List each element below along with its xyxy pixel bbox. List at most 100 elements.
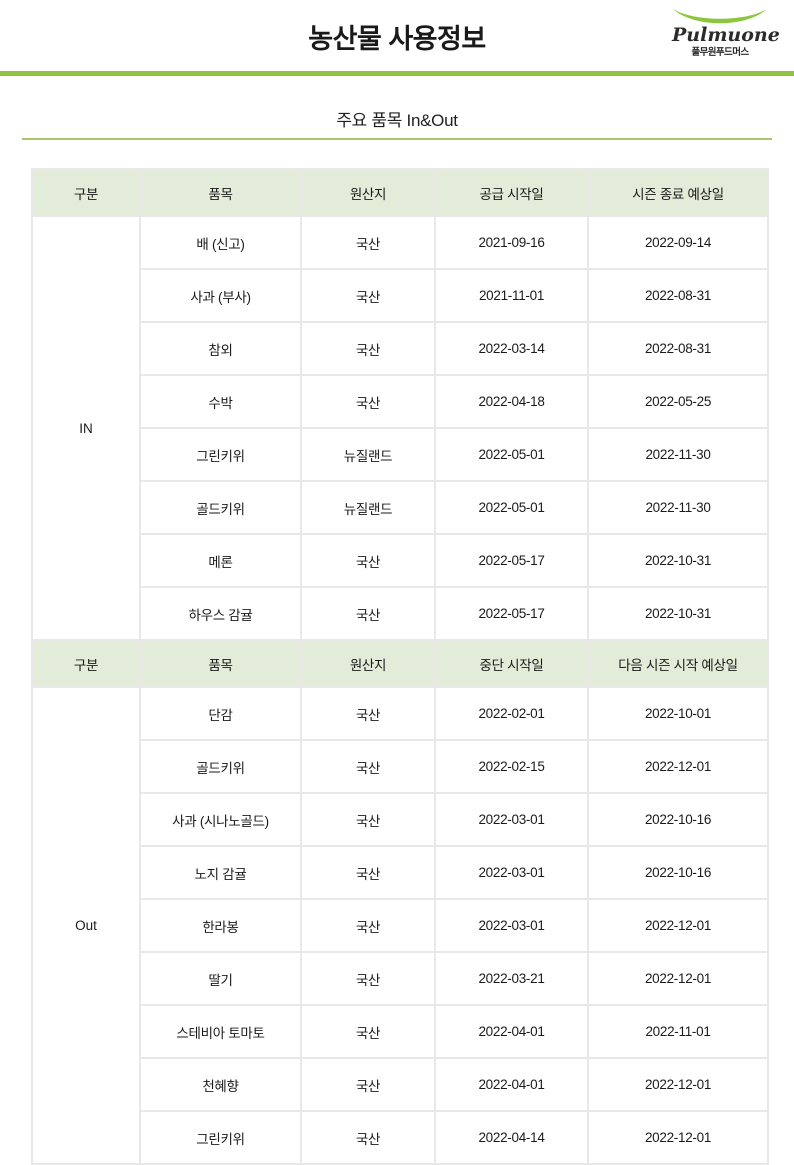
cell-origin: 국산: [300, 1057, 436, 1112]
table-row: 한라봉 국산 2022-03-01 2022-12-01: [32, 898, 769, 953]
logo-wordmark: Pulmuone: [672, 24, 780, 46]
column-header: 원산지: [300, 639, 436, 688]
cell-origin: 국산: [300, 1004, 436, 1059]
table-header-row: 구분 품목 원산지 중단 시작일 다음 시즌 시작 예상일: [31, 639, 769, 688]
group-label-cell: Out: [31, 686, 141, 1165]
cell-date2: 2022-12-01: [587, 951, 769, 1006]
column-header: 공급 시작일: [434, 168, 589, 217]
subtitle-divider-rule: [22, 138, 772, 140]
cell-date2: 2022-10-31: [587, 586, 769, 641]
cell-date2: 2022-10-16: [587, 845, 769, 900]
cell-origin: 국산: [300, 792, 436, 847]
table-row: 딸기 국산 2022-03-21 2022-12-01: [32, 951, 769, 1006]
cell-origin: 뉴질랜드: [300, 480, 436, 535]
section-subtitle: 주요 품목 In&Out: [336, 111, 458, 130]
cell-date2: 2022-12-01: [587, 1110, 769, 1165]
table-row: 그린키위 뉴질랜드 2022-05-01 2022-11-30: [32, 427, 769, 482]
column-header: 구분: [31, 168, 141, 217]
cell-date1: 2022-03-01: [434, 845, 589, 900]
cell-date1: 2022-05-01: [434, 480, 589, 535]
table-row: 노지 감귤 국산 2022-03-01 2022-10-16: [32, 845, 769, 900]
cell-date1: 2021-11-01: [434, 268, 589, 323]
cell-origin: 국산: [300, 215, 436, 270]
cell-date2: 2022-09-14: [587, 215, 769, 270]
cell-date1: 2022-04-14: [434, 1110, 589, 1165]
cell-date2: 2022-05-25: [587, 374, 769, 429]
cell-date2: 2022-10-31: [587, 533, 769, 588]
table-row: 천혜향 국산 2022-04-01 2022-12-01: [32, 1057, 769, 1112]
cell-date1: 2022-05-17: [434, 533, 589, 588]
cell-origin: 국산: [300, 686, 436, 741]
cell-date1: 2022-03-01: [434, 898, 589, 953]
column-header: 품목: [139, 168, 302, 217]
logo-arc-icon: [673, 9, 767, 24]
cell-item: 사과 (부사): [139, 268, 302, 323]
cell-date1: 2022-05-17: [434, 586, 589, 641]
cell-origin: 국산: [300, 586, 436, 641]
cell-item: 스테비아 토마토: [139, 1004, 302, 1059]
cell-item: 메론: [139, 533, 302, 588]
cell-date2: 2022-12-01: [587, 898, 769, 953]
column-header: 다음 시즌 시작 예상일: [587, 639, 769, 688]
cell-date1: 2022-04-01: [434, 1057, 589, 1112]
inout-table: 구분 품목 원산지 공급 시작일 시즌 종료 예상일 IN 배 (신고) 국산 2021-09-…: [31, 168, 769, 1165]
cell-item: 딸기: [139, 951, 302, 1006]
cell-item: 사과 (시나노골드): [139, 792, 302, 847]
cell-date1: 2022-05-01: [434, 427, 589, 482]
cell-date2: 2022-08-31: [587, 268, 769, 323]
cell-origin: 국산: [300, 951, 436, 1006]
cell-date1: 2022-04-01: [434, 1004, 589, 1059]
column-header: 원산지: [300, 168, 436, 217]
table-row: 참외 국산 2022-03-14 2022-08-31: [32, 321, 769, 376]
cell-item: 그린키위: [139, 1110, 302, 1165]
table-row: 하우스 감귤 국산 2022-05-17 2022-10-31: [32, 586, 769, 641]
cell-origin: 국산: [300, 533, 436, 588]
cell-date1: 2022-04-18: [434, 374, 589, 429]
cell-date2: 2022-08-31: [587, 321, 769, 376]
cell-item: 배 (신고): [139, 215, 302, 270]
column-header: 구분: [31, 639, 141, 688]
cell-origin: 국산: [300, 374, 436, 429]
cell-item: 골드키위: [139, 480, 302, 535]
table-row: 그린키위 국산 2022-04-14 2022-12-01: [32, 1110, 769, 1165]
logo-korean-name: 풀무원푸드머스: [691, 47, 750, 58]
cell-item: 골드키위: [139, 739, 302, 794]
table-row: IN 배 (신고) 국산 2021-09-16 2022-09-14: [31, 215, 769, 641]
cell-item: 천혜향: [139, 1057, 302, 1112]
cell-date1: 2022-03-21: [434, 951, 589, 1006]
cell-origin: 국산: [300, 739, 436, 794]
table-row: 사과 (부사) 국산 2021-11-01 2022-08-31: [32, 268, 769, 323]
cell-origin: 국산: [300, 898, 436, 953]
cell-origin: 국산: [300, 1110, 436, 1165]
table-header-row: 구분 품목 원산지 공급 시작일 시즌 종료 예상일: [31, 168, 769, 217]
cell-date2: 2022-10-16: [587, 792, 769, 847]
table-row: Out 단감 국산 2022-02-01 2022-10-01: [31, 686, 769, 1165]
table-row: 메론 국산 2022-05-17 2022-10-31: [32, 533, 769, 588]
cell-date2: 2022-10-01: [587, 686, 769, 741]
cell-item: 수박: [139, 374, 302, 429]
cell-date1: 2022-03-14: [434, 321, 589, 376]
cell-date1: 2021-09-16: [434, 215, 589, 270]
cell-item: 하우스 감귤: [139, 586, 302, 641]
cell-item: 참외: [139, 321, 302, 376]
table-row: 사과 (시나노골드) 국산 2022-03-01 2022-10-16: [32, 792, 769, 847]
table-row: 수박 국산 2022-04-18 2022-05-25: [32, 374, 769, 429]
cell-date2: 2022-11-30: [587, 480, 769, 535]
document-header: 농산물 사용정보 Pulmuone 풀무원푸드머스: [0, 0, 794, 73]
column-header: 품목: [139, 639, 302, 688]
group-label-cell: IN: [31, 215, 141, 641]
table-row: 스테비아 토마토 국산 2022-04-01 2022-11-01: [32, 1004, 769, 1059]
cell-item: 그린키위: [139, 427, 302, 482]
cell-date1: 2022-02-01: [434, 686, 589, 741]
table-row: 골드키위 뉴질랜드 2022-05-01 2022-11-30: [32, 480, 769, 535]
header-divider-rule: [0, 71, 794, 76]
cell-date2: 2022-12-01: [587, 739, 769, 794]
cell-date2: 2022-11-01: [587, 1004, 769, 1059]
pulmuone-logo: Pulmuone 풀무원푸드머스: [672, 8, 780, 58]
table-row: 골드키위 국산 2022-02-15 2022-12-01: [32, 739, 769, 794]
cell-origin: 국산: [300, 321, 436, 376]
cell-item: 단감: [139, 686, 302, 741]
page-title: 농산물 사용정보: [308, 24, 486, 54]
cell-date2: 2022-11-30: [587, 427, 769, 482]
cell-date1: 2022-03-01: [434, 792, 589, 847]
